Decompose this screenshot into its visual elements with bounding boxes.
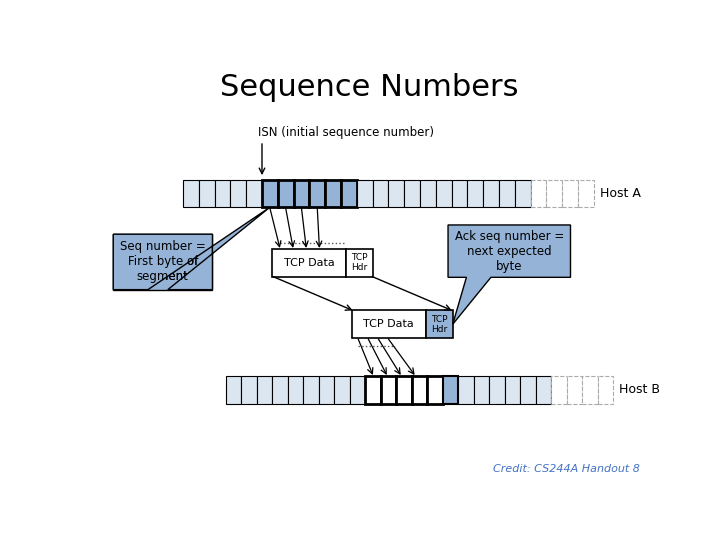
Bar — [113, 234, 212, 289]
Bar — [515, 179, 531, 207]
Bar — [183, 179, 199, 207]
Text: TCP
Hdr: TCP Hdr — [351, 253, 368, 272]
Bar — [365, 376, 381, 403]
Bar — [474, 376, 489, 403]
Bar — [420, 179, 436, 207]
Text: Host A: Host A — [600, 187, 641, 200]
Bar — [396, 376, 412, 403]
Bar — [505, 376, 520, 403]
Bar — [256, 376, 272, 403]
Bar — [272, 376, 287, 403]
Bar — [520, 376, 536, 403]
Polygon shape — [448, 225, 570, 325]
Bar — [287, 376, 303, 403]
Bar — [451, 179, 467, 207]
Bar — [319, 376, 334, 403]
Bar — [546, 179, 562, 207]
Bar — [341, 179, 357, 207]
Bar — [357, 179, 372, 207]
Bar — [388, 179, 404, 207]
Bar — [215, 179, 230, 207]
Bar — [562, 179, 578, 207]
Bar — [381, 376, 396, 403]
Bar — [334, 376, 350, 403]
Bar — [436, 179, 451, 207]
Bar — [350, 376, 365, 403]
Bar — [467, 179, 483, 207]
Bar — [230, 179, 246, 207]
Bar — [199, 179, 215, 207]
Text: ISN (initial sequence number): ISN (initial sequence number) — [258, 126, 434, 139]
Text: TCP Data: TCP Data — [364, 319, 414, 329]
Bar — [346, 249, 373, 276]
Bar — [278, 179, 294, 207]
Bar — [567, 376, 582, 403]
Bar — [582, 376, 598, 403]
Bar — [598, 376, 613, 403]
Bar — [458, 376, 474, 403]
Bar — [578, 179, 594, 207]
Bar — [294, 179, 310, 207]
Bar — [499, 179, 515, 207]
Bar — [551, 376, 567, 403]
Bar — [443, 376, 458, 403]
Bar — [536, 376, 551, 403]
Text: Seq number =
First byte of
segment: Seq number = First byte of segment — [120, 240, 206, 284]
Text: Sequence Numbers: Sequence Numbers — [220, 73, 518, 103]
Text: Credit: CS244A Handout 8: Credit: CS244A Handout 8 — [493, 464, 640, 475]
Bar — [489, 376, 505, 403]
Bar — [310, 179, 325, 207]
Bar — [426, 310, 453, 338]
Bar — [372, 179, 388, 207]
Bar — [303, 376, 319, 403]
Bar — [427, 376, 443, 403]
Text: Seq number =
First byte of
segment: Seq number = First byte of segment — [120, 240, 206, 284]
Bar — [531, 179, 546, 207]
Text: Ack seq number =
next expected
byte: Ack seq number = next expected byte — [454, 230, 564, 273]
Text: Host B: Host B — [619, 383, 660, 396]
Bar — [272, 249, 346, 276]
Bar — [262, 179, 278, 207]
Text: TCP
Hdr: TCP Hdr — [431, 315, 447, 334]
Bar — [246, 179, 262, 207]
Bar — [325, 179, 341, 207]
Bar — [404, 179, 420, 207]
Text: TCP Data: TCP Data — [284, 258, 334, 268]
Bar — [241, 376, 256, 403]
Bar — [412, 376, 427, 403]
Bar — [483, 179, 499, 207]
Bar — [225, 376, 241, 403]
Bar — [352, 310, 426, 338]
Polygon shape — [113, 207, 270, 289]
